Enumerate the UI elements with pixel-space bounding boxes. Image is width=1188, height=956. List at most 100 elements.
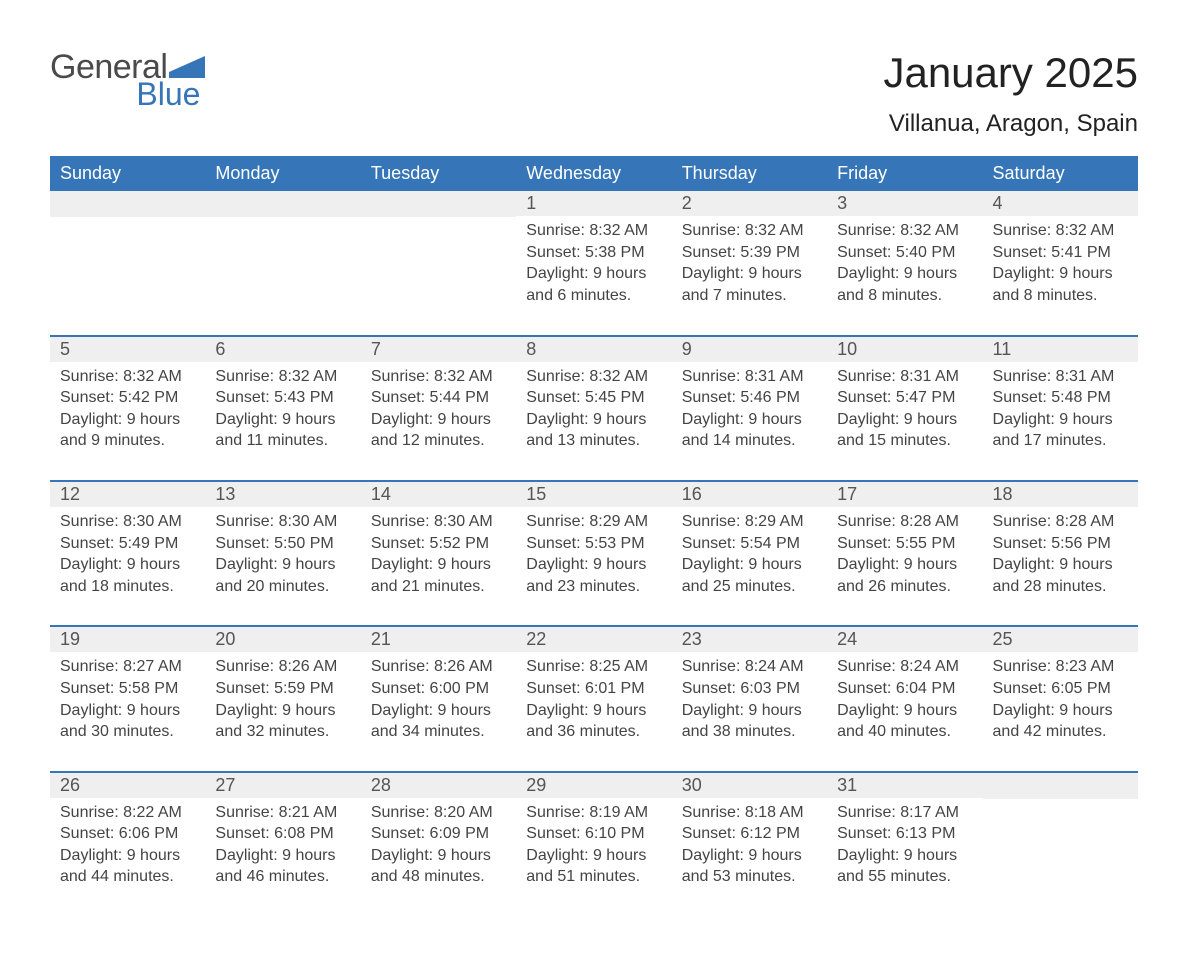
daylight-text: Daylight: 9 hours and 6 minutes. <box>526 263 661 306</box>
month-title: January 2025 <box>883 50 1138 96</box>
sunset-text: Sunset: 5:56 PM <box>993 533 1128 555</box>
sunrise-text: Sunrise: 8:28 AM <box>837 511 972 533</box>
day-number: 7 <box>361 337 516 362</box>
day-number: 31 <box>827 773 982 798</box>
calendar-day-cell: 13Sunrise: 8:30 AMSunset: 5:50 PMDayligh… <box>205 481 360 626</box>
sunset-text: Sunset: 6:04 PM <box>837 678 972 700</box>
sunrise-text: Sunrise: 8:32 AM <box>526 366 661 388</box>
sunrise-text: Sunrise: 8:30 AM <box>60 511 195 533</box>
daylight-text: Daylight: 9 hours and 55 minutes. <box>837 845 972 888</box>
day-number: 12 <box>50 482 205 507</box>
day-body: Sunrise: 8:17 AMSunset: 6:13 PMDaylight:… <box>837 802 972 888</box>
flag-icon <box>169 56 205 78</box>
day-number: 19 <box>50 627 205 652</box>
sunrise-text: Sunrise: 8:32 AM <box>371 366 506 388</box>
daylight-text: Daylight: 9 hours and 34 minutes. <box>371 700 506 743</box>
sunset-text: Sunset: 6:08 PM <box>215 823 350 845</box>
daylight-text: Daylight: 9 hours and 26 minutes. <box>837 554 972 597</box>
day-number: 11 <box>983 337 1138 362</box>
day-body: Sunrise: 8:27 AMSunset: 5:58 PMDaylight:… <box>60 656 195 742</box>
day-number: 16 <box>672 482 827 507</box>
daylight-text: Daylight: 9 hours and 15 minutes. <box>837 409 972 452</box>
calendar-head: SundayMondayTuesdayWednesdayThursdayFrid… <box>50 156 1138 191</box>
calendar-day-cell: 10Sunrise: 8:31 AMSunset: 5:47 PMDayligh… <box>827 336 982 481</box>
sunrise-text: Sunrise: 8:32 AM <box>215 366 350 388</box>
calendar-day-cell: 16Sunrise: 8:29 AMSunset: 5:54 PMDayligh… <box>672 481 827 626</box>
day-number: 3 <box>827 191 982 216</box>
calendar-day-cell: 8Sunrise: 8:32 AMSunset: 5:45 PMDaylight… <box>516 336 671 481</box>
sunset-text: Sunset: 6:09 PM <box>371 823 506 845</box>
calendar-day-cell: 17Sunrise: 8:28 AMSunset: 5:55 PMDayligh… <box>827 481 982 626</box>
calendar-day-cell: 22Sunrise: 8:25 AMSunset: 6:01 PMDayligh… <box>516 626 671 771</box>
calendar-day-cell: 30 Sunrise: 8:18 AMSunset: 6:12 PMDayligh… <box>672 772 827 916</box>
day-body: Sunrise: 8:32 AMSunset: 5:38 PMDaylight:… <box>526 220 661 306</box>
day-number: 9 <box>672 337 827 362</box>
calendar-day-cell: 1Sunrise: 8:32 AMSunset: 5:38 PMDaylight… <box>516 191 671 335</box>
sunrise-text: Sunrise: 8:22 AM <box>60 802 195 824</box>
weekday-header: Friday <box>827 156 982 191</box>
calendar-day-cell: 31 Sunrise: 8:17 AMSunset: 6:13 PMDayligh… <box>827 772 982 916</box>
calendar-week-row: 1Sunrise: 8:32 AMSunset: 5:38 PMDaylight… <box>50 191 1138 335</box>
sunrise-text: Sunrise: 8:29 AM <box>682 511 817 533</box>
sunset-text: Sunset: 5:38 PM <box>526 242 661 264</box>
day-number: 13 <box>205 482 360 507</box>
sunrise-text: Sunrise: 8:19 AM <box>526 802 661 824</box>
day-body: Sunrise: 8:32 AMSunset: 5:43 PMDaylight:… <box>215 366 350 452</box>
sunrise-text: Sunrise: 8:25 AM <box>526 656 661 678</box>
calendar-day-cell: 24Sunrise: 8:24 AMSunset: 6:04 PMDayligh… <box>827 626 982 771</box>
header: General Blue January 2025 Villanua, Arag… <box>50 50 1138 138</box>
daylight-text: Daylight: 9 hours and 23 minutes. <box>526 554 661 597</box>
calendar-empty-cell <box>50 191 205 335</box>
sunrise-text: Sunrise: 8:31 AM <box>837 366 972 388</box>
day-body: Sunrise: 8:32 AMSunset: 5:44 PMDaylight:… <box>371 366 506 452</box>
calendar-day-cell: 26Sunrise: 8:22 AMSunset: 6:06 PMDayligh… <box>50 772 205 916</box>
sunset-text: Sunset: 5:40 PM <box>837 242 972 264</box>
title-block: January 2025 Villanua, Aragon, Spain <box>883 50 1138 138</box>
weekday-header-row: SundayMondayTuesdayWednesdayThursdayFrid… <box>50 156 1138 191</box>
sunset-text: Sunset: 5:55 PM <box>837 533 972 555</box>
day-body: Sunrise: 8:25 AMSunset: 6:01 PMDaylight:… <box>526 656 661 742</box>
weekday-header: Thursday <box>672 156 827 191</box>
daylight-text: Daylight: 9 hours and 44 minutes. <box>60 845 195 888</box>
day-body: Sunrise: 8:30 AMSunset: 5:49 PMDaylight:… <box>60 511 195 597</box>
daylight-text: Daylight: 9 hours and 30 minutes. <box>60 700 195 743</box>
sunrise-text: Sunrise: 8:21 AM <box>215 802 350 824</box>
sunset-text: Sunset: 5:39 PM <box>682 242 817 264</box>
calendar-table: SundayMondayTuesdayWednesdayThursdayFrid… <box>50 156 1138 916</box>
day-number: 2 <box>672 191 827 216</box>
calendar-day-cell: 9Sunrise: 8:31 AMSunset: 5:46 PMDaylight… <box>672 336 827 481</box>
day-number <box>361 191 516 217</box>
daylight-text: Daylight: 9 hours and 8 minutes. <box>837 263 972 306</box>
day-body: Sunrise: 8:23 AMSunset: 6:05 PMDaylight:… <box>993 656 1128 742</box>
sunset-text: Sunset: 6:06 PM <box>60 823 195 845</box>
day-number: 30 <box>672 773 827 798</box>
sunrise-text: Sunrise: 8:23 AM <box>993 656 1128 678</box>
day-number: 14 <box>361 482 516 507</box>
day-number <box>983 773 1138 799</box>
daylight-text: Daylight: 9 hours and 32 minutes. <box>215 700 350 743</box>
daylight-text: Daylight: 9 hours and 21 minutes. <box>371 554 506 597</box>
sunset-text: Sunset: 5:43 PM <box>215 387 350 409</box>
daylight-text: Daylight: 9 hours and 46 minutes. <box>215 845 350 888</box>
calendar-day-cell: 20Sunrise: 8:26 AMSunset: 5:59 PMDayligh… <box>205 626 360 771</box>
sunset-text: Sunset: 6:13 PM <box>837 823 972 845</box>
weekday-header: Wednesday <box>516 156 671 191</box>
calendar-day-cell: 15Sunrise: 8:29 AMSunset: 5:53 PMDayligh… <box>516 481 671 626</box>
daylight-text: Daylight: 9 hours and 25 minutes. <box>682 554 817 597</box>
sunset-text: Sunset: 5:52 PM <box>371 533 506 555</box>
day-body: Sunrise: 8:28 AMSunset: 5:56 PMDaylight:… <box>993 511 1128 597</box>
calendar-day-cell: 12 Sunrise: 8:30 AMSunset: 5:49 PMDayligh… <box>50 481 205 626</box>
sunset-text: Sunset: 5:50 PM <box>215 533 350 555</box>
sunrise-text: Sunrise: 8:32 AM <box>993 220 1128 242</box>
day-body: Sunrise: 8:24 AMSunset: 6:04 PMDaylight:… <box>837 656 972 742</box>
day-number: 21 <box>361 627 516 652</box>
day-number: 28 <box>361 773 516 798</box>
day-number: 18 <box>983 482 1138 507</box>
day-body: Sunrise: 8:18 AMSunset: 6:12 PMDaylight:… <box>682 802 817 888</box>
day-body: Sunrise: 8:20 AMSunset: 6:09 PMDaylight:… <box>371 802 506 888</box>
sunrise-text: Sunrise: 8:26 AM <box>371 656 506 678</box>
day-body: Sunrise: 8:32 AMSunset: 5:40 PMDaylight:… <box>837 220 972 306</box>
weekday-header: Saturday <box>983 156 1138 191</box>
sunrise-text: Sunrise: 8:18 AM <box>682 802 817 824</box>
sunrise-text: Sunrise: 8:32 AM <box>526 220 661 242</box>
